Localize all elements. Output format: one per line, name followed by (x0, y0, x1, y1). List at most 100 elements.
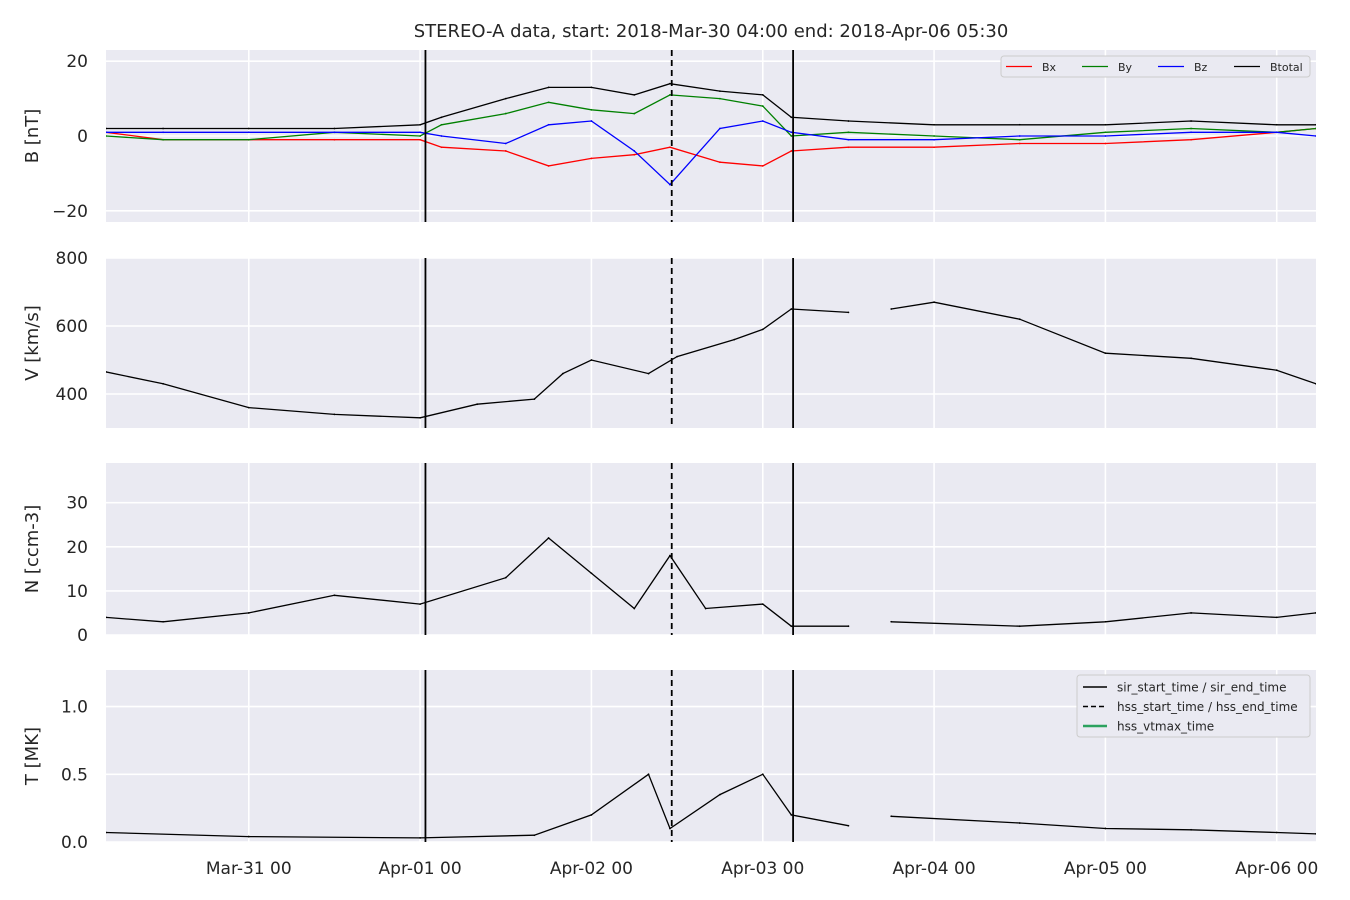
data-point (106, 131, 107, 134)
data-point (1018, 138, 1021, 141)
data-point (669, 183, 671, 186)
data-point (1190, 612, 1192, 614)
series-line-p3 (106, 537, 1316, 627)
data-point (1275, 131, 1278, 134)
x-tick-label: Apr-03 00 (721, 859, 804, 879)
data-point (440, 146, 443, 149)
data-point (761, 773, 764, 776)
data-point (1104, 620, 1107, 623)
data-point (419, 135, 422, 137)
data-point (669, 554, 671, 557)
data-point (333, 138, 336, 141)
data-point (1190, 120, 1192, 122)
y-tick-label: 800 (56, 249, 88, 269)
legend-label: hss_start_time / hss_end_time (1117, 700, 1298, 714)
data-point (790, 116, 793, 119)
panel-2: 400 600 800 V [km/s] (22, 249, 1316, 428)
y-axis-label: T [MK] (22, 727, 43, 786)
data-point (504, 97, 507, 100)
data-point (890, 308, 893, 310)
panel-background (106, 258, 1316, 428)
data-point (761, 328, 764, 331)
data-point (704, 607, 707, 610)
data-point (1018, 123, 1021, 126)
data-point (1275, 831, 1278, 834)
x-tick-label: Apr-02 00 (550, 859, 633, 879)
data-point (1315, 832, 1316, 835)
data-point (633, 150, 636, 152)
data-point (1190, 131, 1192, 134)
data-point (590, 359, 593, 361)
data-point (561, 372, 564, 375)
data-point (1104, 123, 1107, 126)
data-point (476, 403, 479, 406)
data-point (590, 120, 593, 122)
panel-background (106, 463, 1316, 635)
data-point (1018, 625, 1021, 628)
series-group (106, 773, 1316, 839)
data-point (106, 616, 107, 619)
data-point (1190, 828, 1192, 831)
y-axis-label: V [km/s] (22, 305, 43, 380)
data-point (847, 138, 850, 141)
data-point (419, 138, 422, 141)
series-group (106, 82, 1316, 186)
legend-label: By (1118, 61, 1133, 74)
data-point (669, 146, 671, 149)
data-point (933, 301, 935, 304)
x-tick-label: Apr-04 00 (893, 859, 976, 879)
data-point (1018, 822, 1021, 824)
data-point (106, 127, 107, 130)
data-point (440, 123, 443, 126)
data-point (1315, 127, 1316, 130)
x-tick-label: Apr-06 00 (1235, 859, 1318, 879)
y-tick-label: −20 (52, 202, 88, 222)
data-point (647, 773, 650, 776)
data-point (590, 157, 593, 160)
data-point (847, 311, 850, 314)
data-point (647, 372, 650, 375)
data-point (847, 131, 850, 134)
data-point (504, 112, 507, 115)
data-point (1018, 318, 1021, 321)
data-point (733, 338, 736, 341)
data-point (1104, 131, 1107, 134)
panels: −20 0 20 B [nT] Bx By Bz Btotal 400 600 800 V [km/s… (22, 50, 1316, 853)
data-point (1104, 827, 1107, 830)
panel-4: 0.0 0.5 1.0 T [MK] sir_start_time / sir_end_… (22, 670, 1316, 853)
data-point (162, 382, 165, 385)
data-point (333, 413, 336, 416)
y-axis-label: B [nT] (22, 109, 43, 164)
data-point (633, 112, 636, 115)
data-point (590, 814, 593, 816)
y-tick-label: 1.0 (61, 698, 88, 718)
data-point (719, 793, 721, 796)
legend-b: Bx By Bz Btotal (1000, 55, 1311, 78)
y-tick-label: 0 (77, 127, 88, 147)
data-point (106, 135, 107, 137)
data-point (1275, 123, 1278, 126)
panel-1: −20 0 20 B [nT] Bx By Bz Btotal (22, 50, 1316, 222)
data-point (790, 814, 793, 816)
data-point (440, 116, 443, 119)
data-point (106, 371, 107, 373)
data-point (790, 131, 793, 134)
data-point (333, 127, 336, 130)
data-point (847, 120, 850, 122)
data-point (247, 138, 250, 141)
data-point (419, 837, 422, 839)
data-point (633, 93, 636, 96)
data-point (761, 93, 764, 96)
data-point (590, 572, 593, 575)
data-point (761, 165, 764, 167)
data-point (890, 815, 893, 818)
data-point (669, 827, 671, 830)
data-point (847, 824, 850, 827)
data-point (790, 135, 793, 137)
legend-label: Bx (1042, 61, 1057, 74)
data-point (933, 146, 935, 149)
data-point (419, 131, 422, 134)
data-point (247, 406, 250, 409)
y-axis-label: N [ccm-3] (22, 505, 43, 594)
